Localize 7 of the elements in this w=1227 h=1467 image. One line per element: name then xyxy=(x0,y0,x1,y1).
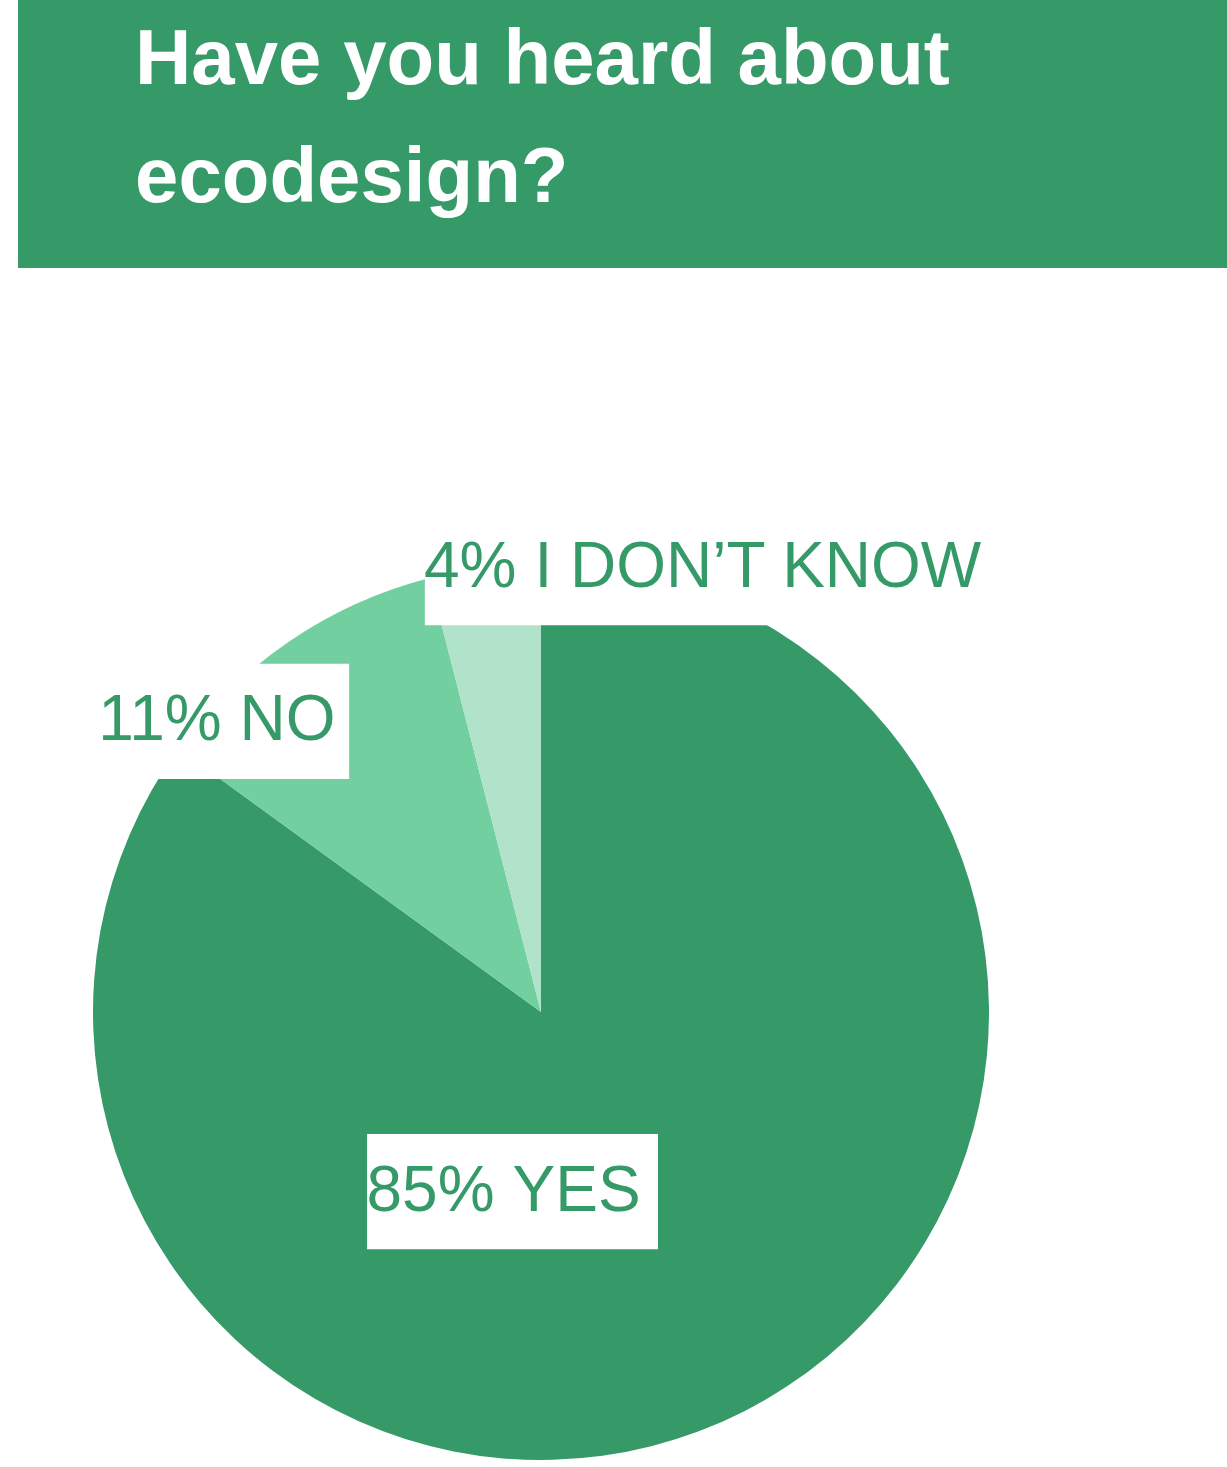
slice-label: NO xyxy=(239,682,336,755)
chart-title: Have you heard about ecodesign? xyxy=(135,13,950,219)
data-label: 85% xyxy=(366,1152,495,1225)
data-label: 4% xyxy=(424,528,517,601)
data-label: 11% xyxy=(98,682,222,755)
slice-label: I DON’T KNOW xyxy=(534,528,982,601)
slice-label: YES xyxy=(512,1152,641,1225)
